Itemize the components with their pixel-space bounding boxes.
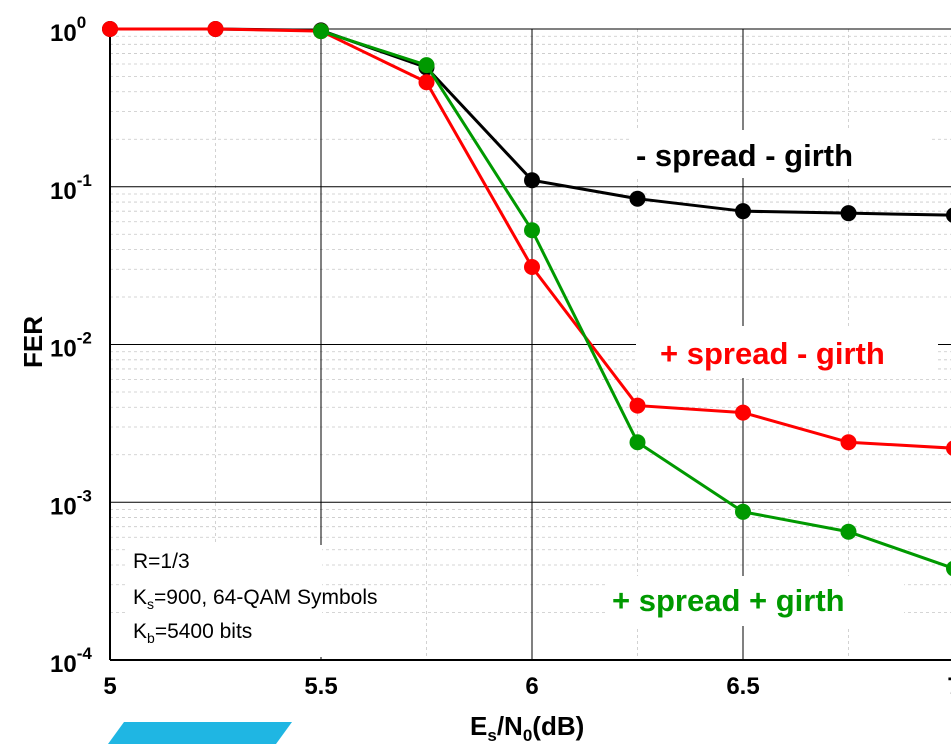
- x-tick-label: 5: [103, 673, 116, 700]
- annotation-plus-spread-minus-girth: + spread - girth: [660, 336, 885, 371]
- data-point-minus-spread-minus-girth: [629, 190, 646, 207]
- annotation-minus-spread-minus-girth: - spread - girth: [636, 138, 853, 173]
- data-point-plus-spread-plus-girth: [524, 222, 540, 239]
- annotation-plus-spread-plus-girth: + spread + girth: [612, 583, 845, 618]
- info-kb: Kb=5400 bits: [133, 620, 252, 646]
- y-tick-label: 100: [50, 13, 86, 47]
- data-point-plus-spread-minus-girth: [418, 74, 435, 91]
- data-point-plus-spread-minus-girth: [102, 21, 118, 37]
- data-point-plus-spread-plus-girth: [418, 57, 435, 74]
- data-point-plus-spread-minus-girth: [524, 258, 540, 275]
- data-point-minus-spread-minus-girth: [946, 207, 951, 223]
- annotation-bg-green: [608, 576, 904, 626]
- x-tick-label: 5.5: [304, 673, 337, 700]
- x-tick-label: 6: [525, 673, 538, 700]
- series-layer: [102, 21, 951, 576]
- data-point-plus-spread-plus-girth: [735, 503, 751, 520]
- data-point-minus-spread-minus-girth: [840, 205, 857, 222]
- info-ks: Ks=900, 64-QAM Symbols: [133, 586, 378, 612]
- data-point-minus-spread-minus-girth: [524, 172, 540, 189]
- data-point-plus-spread-plus-girth: [840, 523, 857, 540]
- data-point-minus-spread-minus-girth: [735, 203, 751, 220]
- info-rate: R=1/3: [133, 550, 190, 573]
- y-axis-title: FER: [18, 316, 48, 368]
- data-point-plus-spread-minus-girth: [840, 434, 857, 451]
- y-tick-label: 10-4: [50, 644, 92, 678]
- series-plus-spread-plus-girth: [313, 23, 951, 576]
- y-tick-label: 10-2: [50, 329, 92, 363]
- y-tick-label: 10-1: [50, 171, 92, 205]
- x-tick-label: 6.5: [726, 673, 759, 700]
- x-axis-title: Es/N0(dB): [470, 711, 584, 744]
- data-point-plus-spread-minus-girth: [629, 397, 646, 414]
- data-point-plus-spread-minus-girth: [946, 440, 951, 456]
- data-point-plus-spread-minus-girth: [207, 21, 224, 37]
- logo-graphic: [108, 722, 292, 744]
- y-tick-label: 10-3: [50, 486, 92, 520]
- data-point-plus-spread-minus-girth: [735, 404, 751, 421]
- x-tick-label: 7: [947, 673, 951, 700]
- tick-labels: 5 5.5 6 6.5 7 100 10-1 10-2 10-3 10-4: [50, 13, 951, 700]
- annotation-bg-black: [632, 130, 932, 178]
- info-box-background: [128, 545, 322, 657]
- data-point-plus-spread-plus-girth: [313, 23, 329, 40]
- annotation-bg-red: [636, 326, 938, 378]
- data-point-plus-spread-plus-girth: [629, 434, 646, 451]
- data-point-plus-spread-plus-girth: [946, 561, 951, 576]
